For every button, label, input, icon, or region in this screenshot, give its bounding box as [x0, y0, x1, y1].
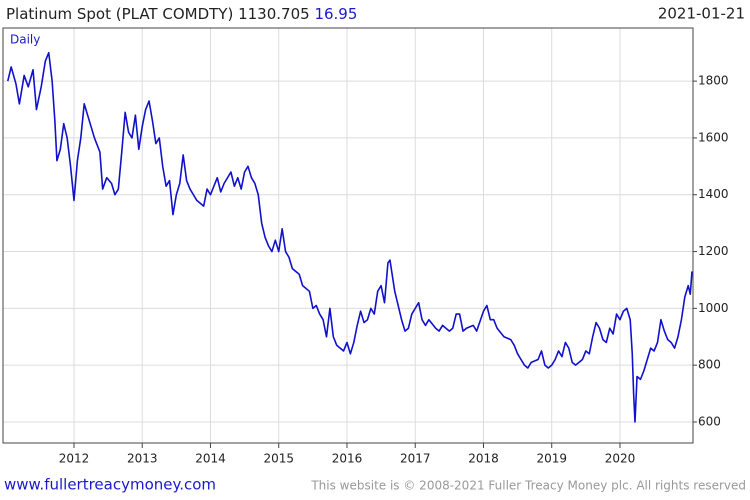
x-tick-label: 2015 — [263, 452, 294, 466]
y-tick-label: 1200 — [698, 244, 729, 258]
price-line — [7, 51, 693, 423]
plot-frame — [2, 27, 694, 444]
frequency: Daily — [10, 33, 40, 47]
change: 16.95 — [314, 5, 357, 23]
x-tick-label: 2014 — [195, 452, 226, 466]
x-tick-label: 2013 — [127, 452, 158, 466]
date: 2021-01-21 — [658, 5, 745, 23]
title-text: Platinum Spot (PLAT COMDTY) — [6, 5, 233, 23]
y-tick-label: 1000 — [698, 301, 729, 315]
x-tick-label: 2017 — [400, 452, 431, 466]
last-value: 1130.705 — [238, 5, 310, 23]
x-tick-label: 2018 — [468, 452, 499, 466]
x-tick-label: 2020 — [605, 452, 636, 466]
x-tick-label: 2016 — [332, 452, 363, 466]
y-tick-label: 1400 — [698, 187, 729, 201]
chart-title: Platinum Spot (PLAT COMDTY) 1130.705 16.… — [6, 5, 357, 23]
y-tick-label: 800 — [698, 358, 721, 372]
y-tick-label: 600 — [698, 414, 721, 428]
website[interactable]: www.fullertreacymoney.com — [4, 476, 216, 494]
y-tick-label: 1600 — [698, 130, 729, 144]
x-tick-label: 2012 — [59, 452, 90, 466]
copyright: This website is © 2008-2021 Fuller Treac… — [310, 479, 746, 493]
plot-area: 600 800 1000 1200 1400 1600 1800 2012 2013 2014 20… — [2, 27, 729, 466]
y-tick-label: 1800 — [698, 74, 729, 88]
x-tick-label: 2019 — [536, 452, 567, 466]
